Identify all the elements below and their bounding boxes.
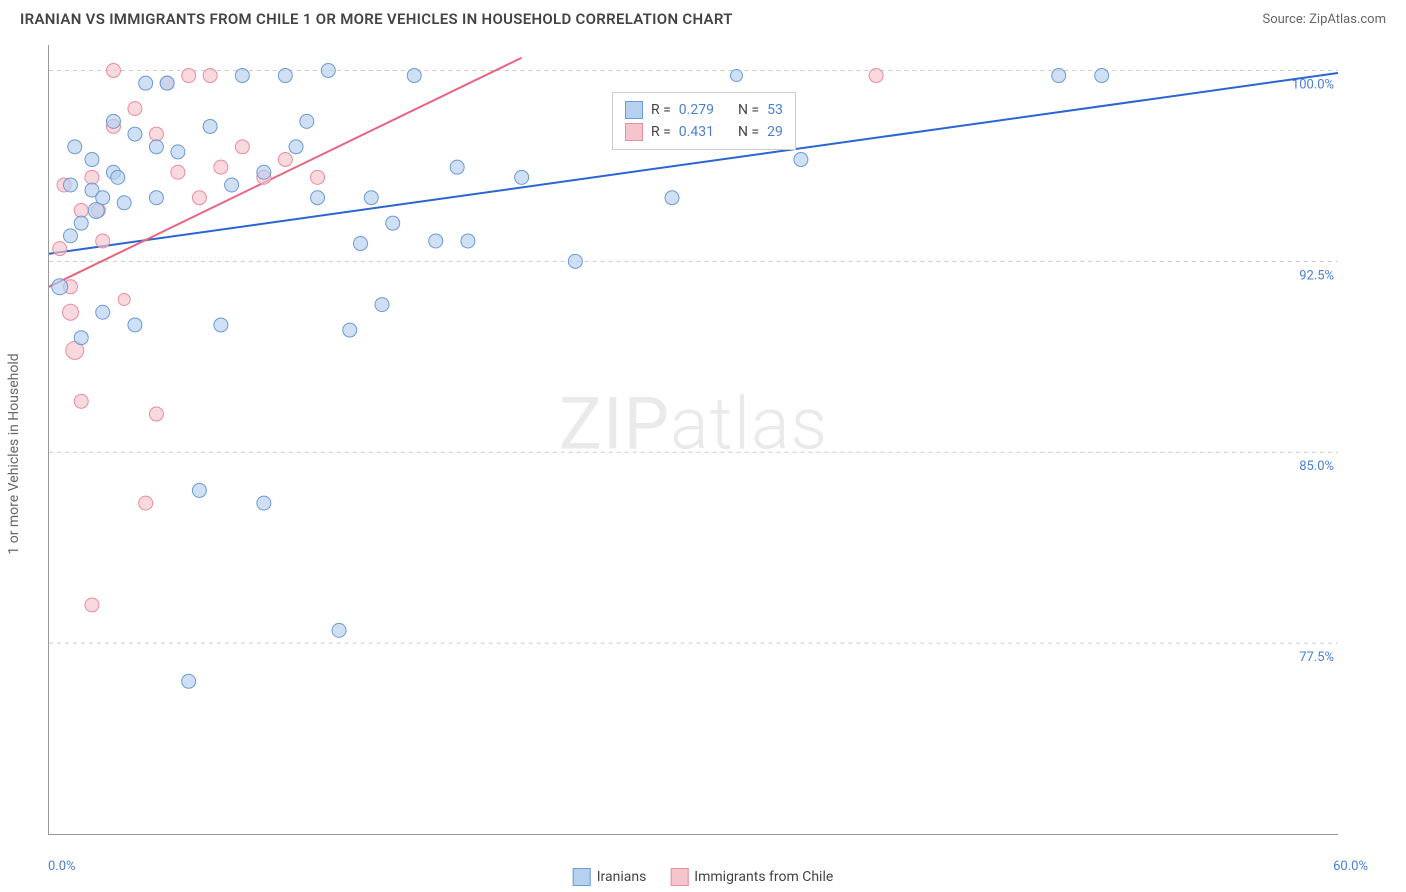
legend-swatch-iranians (625, 101, 643, 119)
svg-text:77.5%: 77.5% (1299, 650, 1334, 665)
legend-n-label: N = (738, 124, 759, 140)
plot-area: ZIPatlas 77.5%85.0%92.5%100.0% R = 0.279… (48, 45, 1338, 835)
chart-source: Source: ZipAtlas.com (1262, 12, 1386, 27)
legend-n-value-iranians: 53 (767, 102, 783, 118)
series-swatch-iranians (573, 868, 591, 886)
x-axis-min-label: 0.0% (48, 859, 76, 874)
legend-r-label: R = (651, 102, 671, 118)
legend-r-value-chile: 0.431 (679, 124, 714, 140)
correlation-legend: R = 0.279 N = 53 R = 0.431 N = 29 (612, 92, 796, 150)
series-legend: Iranians Immigrants from Chile (573, 868, 834, 886)
plot-svg: 77.5% 85.0% 92.5% 100.0% (49, 45, 1338, 834)
series-swatch-chile (670, 868, 688, 886)
chart-title: IRANIAN VS IMMIGRANTS FROM CHILE 1 OR MO… (20, 10, 733, 28)
legend-row-chile: R = 0.431 N = 29 (625, 121, 783, 143)
legend-r-label: R = (651, 124, 671, 140)
svg-text:85.0%: 85.0% (1299, 459, 1334, 474)
x-axis-max-label: 60.0% (1333, 859, 1368, 874)
legend-n-value-chile: 29 (767, 124, 783, 140)
legend-swatch-chile (625, 123, 643, 141)
y-axis-title: 1 or more Vehicles in Household (6, 353, 22, 554)
series-label-iranians: Iranians (597, 869, 647, 885)
svg-text:100.0%: 100.0% (1292, 77, 1334, 92)
series-label-chile: Immigrants from Chile (694, 869, 833, 885)
series-legend-iranians: Iranians (573, 868, 647, 886)
series-legend-chile: Immigrants from Chile (670, 868, 833, 886)
legend-row-iranians: R = 0.279 N = 53 (625, 99, 783, 121)
chart-container: IRANIAN VS IMMIGRANTS FROM CHILE 1 OR MO… (0, 0, 1406, 892)
chart-header: IRANIAN VS IMMIGRANTS FROM CHILE 1 OR MO… (0, 0, 1406, 36)
legend-r-value-iranians: 0.279 (679, 102, 714, 118)
svg-text:92.5%: 92.5% (1299, 268, 1334, 283)
legend-n-label: N = (738, 102, 759, 118)
